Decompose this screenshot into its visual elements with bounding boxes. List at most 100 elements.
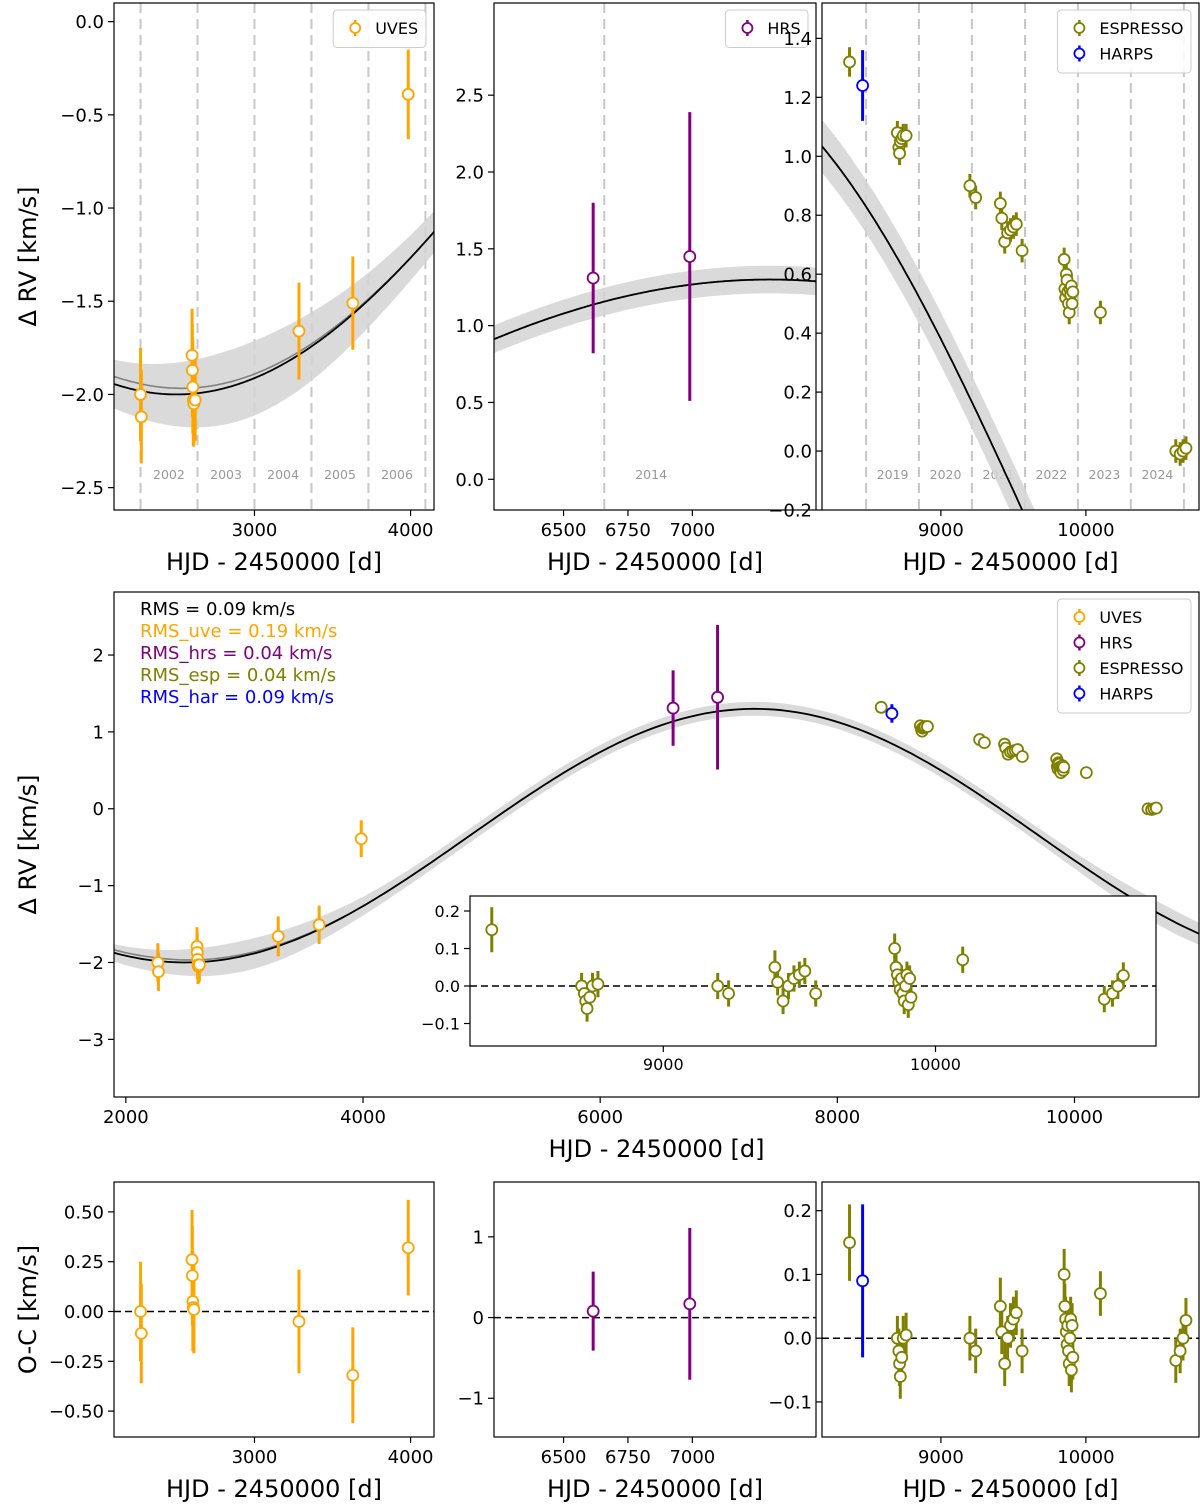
x-axis-label: HJD - 2450000 [d] (166, 548, 382, 576)
data-point (977, 736, 991, 750)
plot-area: 2014 (494, 3, 816, 510)
series-uves (151, 820, 368, 991)
axes-frame (113, 1181, 435, 1438)
y-tick-label: 0.0 (783, 442, 812, 463)
data-point (1015, 750, 1029, 763)
plot-area (494, 1227, 816, 1380)
data-point (903, 972, 917, 985)
data-point (583, 990, 597, 1004)
data-point (186, 380, 200, 394)
y-tick-label: 2 (93, 646, 104, 667)
data-point (1009, 1306, 1023, 1320)
model-curve (494, 278, 816, 341)
data-point (292, 1315, 306, 1328)
data-point (271, 929, 285, 943)
data-point (1179, 1313, 1193, 1327)
series-hrs (666, 625, 724, 770)
y-tick-label: 0.1 (783, 1265, 812, 1286)
legend-box (1056, 598, 1192, 714)
data-point (485, 923, 499, 937)
model-curve (114, 707, 1199, 964)
rms-stat: RMS = 0.09 km/s (140, 599, 295, 620)
x-tick-label: 6750 (605, 520, 651, 541)
x-tick-label: 9000 (918, 520, 964, 541)
panel-main: 2000 4000 6000 8000 10000 2 1 0 −1 −2 −3 HJD - 2450… (14, 591, 1200, 1163)
panel-inset: 9000 10000 0.2 0.1 0.0 −0.1 (421, 895, 1157, 1074)
data-point (346, 1368, 360, 1382)
data-point (1179, 441, 1193, 455)
x-tick-label: 6500 (541, 520, 587, 541)
data-point (1057, 253, 1071, 266)
data-point (843, 55, 856, 69)
y-axis-label: Δ RV [km/s] (14, 774, 42, 914)
panel-bottom-espresso: 9000 10000 0.2 0.1 0.0 −0.1 HJD - 2450000 [d] (768, 1181, 1200, 1503)
data-point (895, 1350, 909, 1364)
x-tick-label: 6500 (541, 1447, 587, 1468)
data-point (776, 994, 790, 1008)
x-tick-label: 8000 (814, 1107, 860, 1128)
y-tick-label: 0.00 (64, 1302, 104, 1323)
year-label: 2003 (210, 467, 242, 482)
data-point (1079, 766, 1093, 780)
legend-label: HARPS (1099, 685, 1153, 704)
data-point (711, 979, 725, 993)
data-point (152, 965, 165, 979)
year-label: 2023 (1089, 467, 1121, 482)
data-point (1094, 306, 1107, 319)
legend-marker (1073, 636, 1086, 649)
legend-marker (1073, 47, 1086, 60)
y-tick-label: 1.0 (455, 316, 484, 337)
rms-stat: RMS_hrs = 0.04 km/s (140, 643, 332, 664)
x-tick-label: 7000 (669, 520, 715, 541)
legend-label: UVES (1099, 608, 1142, 627)
data-point (856, 79, 869, 92)
year-label: 2022 (1035, 467, 1067, 482)
data-point (401, 87, 415, 101)
year-label: 2014 (635, 467, 667, 482)
data-point (192, 958, 206, 972)
data-point (134, 1327, 148, 1340)
year-label: 2002 (153, 467, 185, 482)
y-tick-label: 0 (93, 799, 104, 820)
data-point (798, 964, 812, 978)
data-point (768, 960, 782, 974)
y-tick-label: −0.5 (60, 105, 104, 126)
y-tick-label: 1.4 (783, 29, 812, 50)
legend-label: UVES (375, 19, 418, 38)
legend-marker (1073, 611, 1086, 623)
y-tick-label: −1 (457, 1389, 484, 1410)
y-tick-label: −0.25 (49, 1352, 104, 1373)
data-point (899, 129, 913, 143)
year-label: 2005 (324, 467, 356, 482)
y-tick-label: −3 (77, 1030, 104, 1051)
data-point (401, 1241, 415, 1255)
series-harps (885, 704, 899, 723)
plot-area (114, 1199, 434, 1424)
year-label: 2004 (267, 467, 299, 482)
y-axis-label: Δ RV [km/s] (14, 186, 42, 326)
y-tick-label: 0.6 (783, 265, 812, 286)
series-uves (134, 49, 415, 464)
data-point (683, 250, 697, 263)
series-espresso (843, 47, 1193, 466)
data-point (843, 1236, 856, 1249)
x-tick-label: 2000 (103, 1107, 149, 1128)
data-point (188, 393, 202, 407)
plot-area (470, 907, 1156, 1022)
y-tick-label: 0.25 (64, 1252, 104, 1273)
data-point (969, 191, 983, 204)
data-point (683, 1297, 697, 1311)
axes-frame (469, 895, 1157, 1047)
legend-label: ESPRESSO (1099, 659, 1183, 678)
data-point (993, 1299, 1007, 1313)
y-tick-label: 1 (93, 722, 104, 743)
data-point (995, 211, 1009, 225)
data-point (904, 990, 918, 1004)
y-tick-label: −2.0 (60, 385, 104, 406)
x-axis-label: HJD - 2450000 [d] (547, 548, 763, 576)
y-tick-label: 0.8 (783, 206, 812, 227)
series-uves (134, 1199, 415, 1424)
x-tick-label: 6750 (605, 1447, 651, 1468)
data-point (1094, 1287, 1107, 1300)
x-tick-label: 3000 (232, 520, 278, 541)
